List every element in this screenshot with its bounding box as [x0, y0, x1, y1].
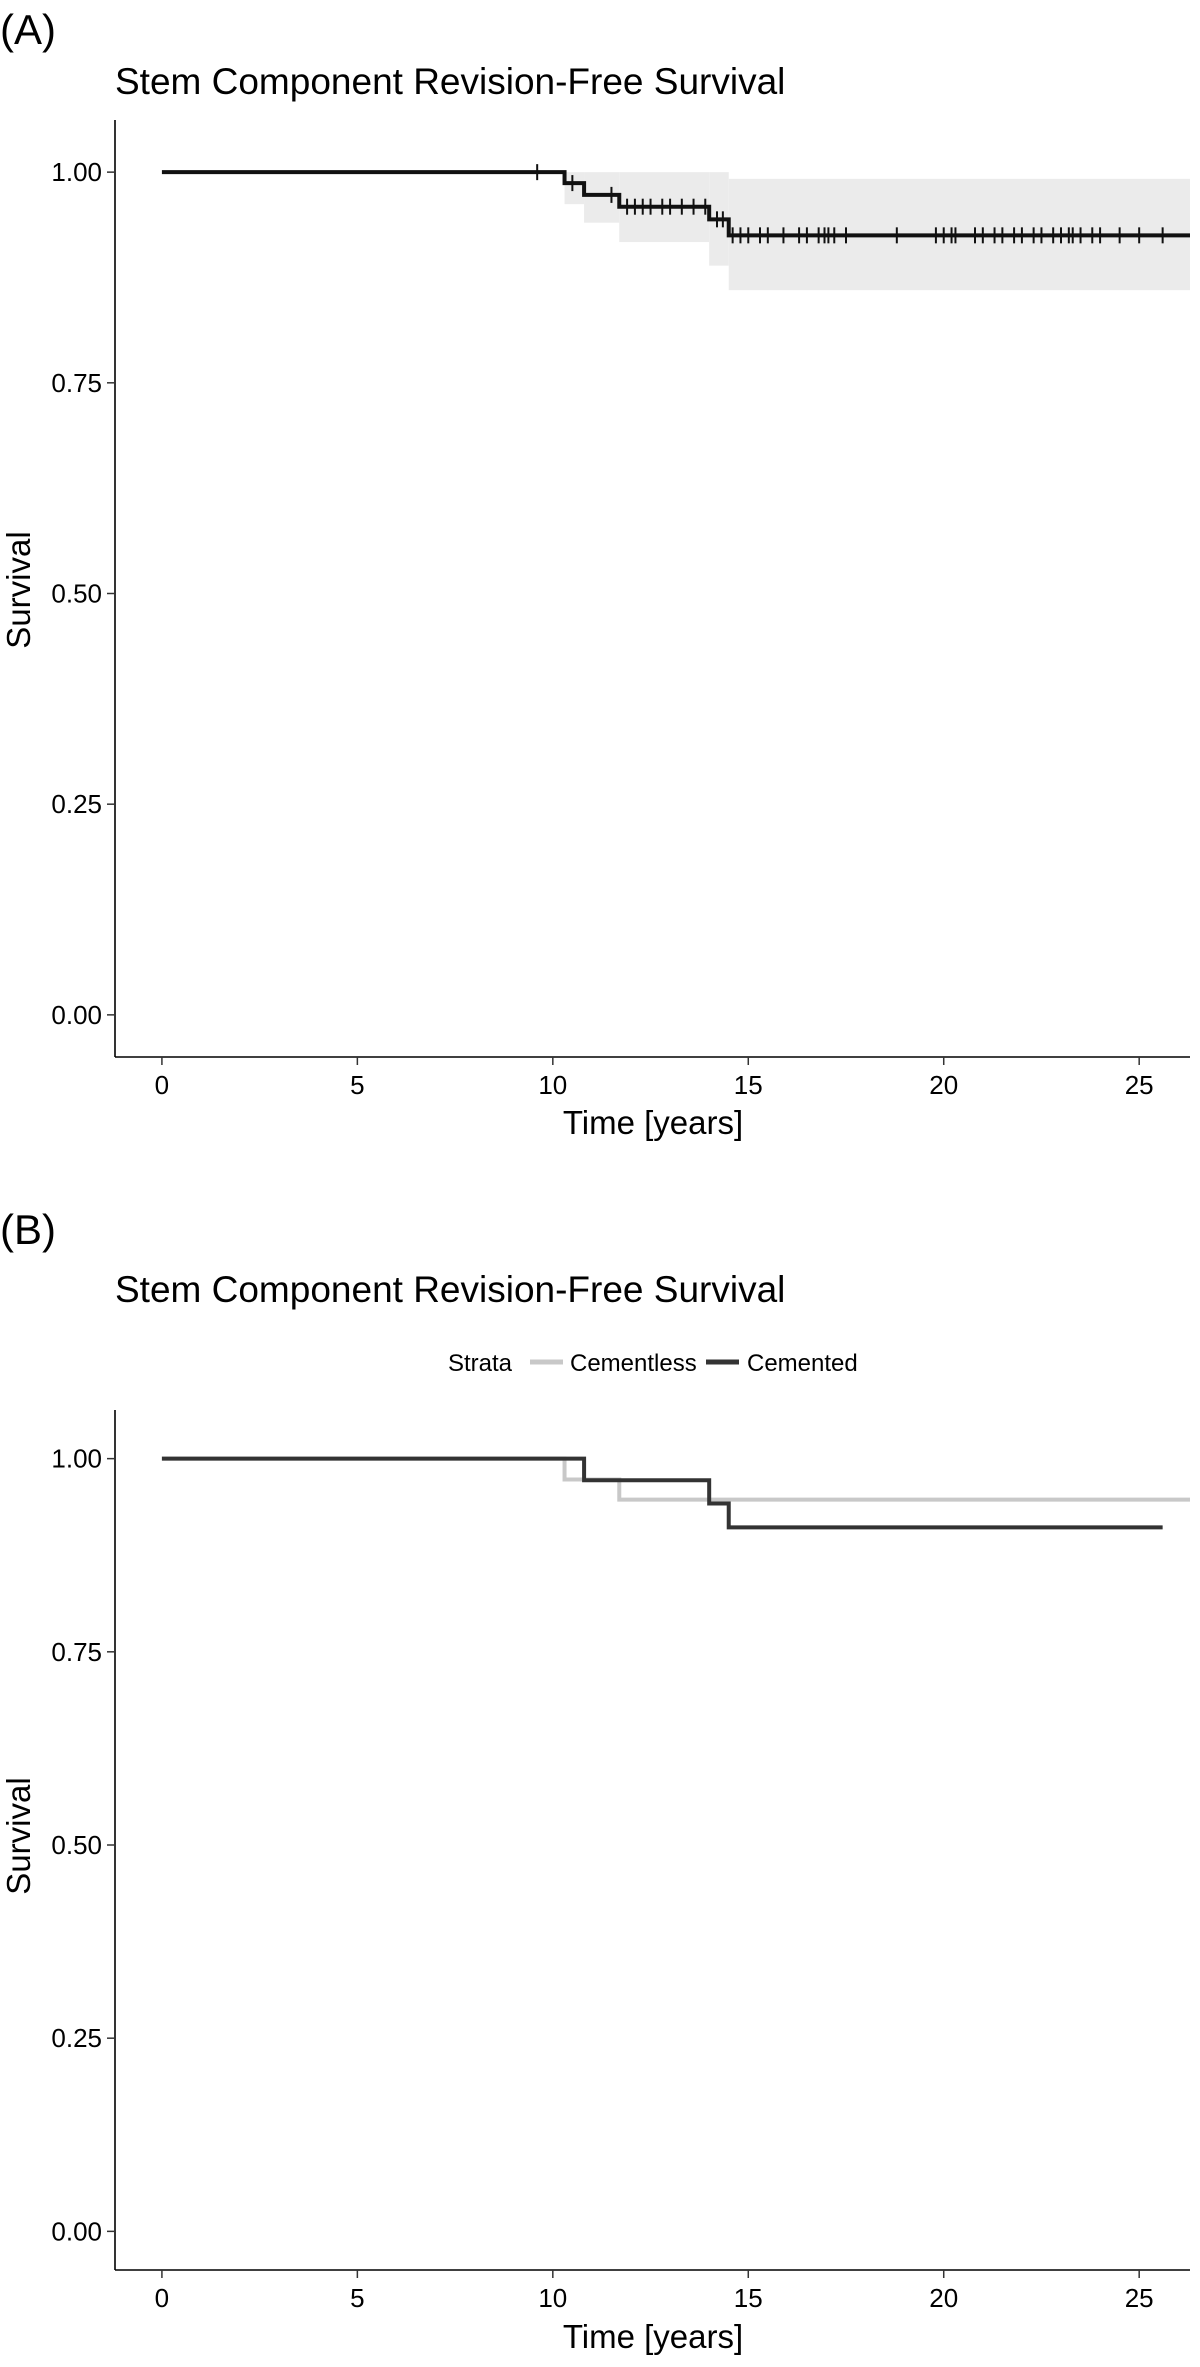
x-tick-label: 20 [929, 2283, 958, 2313]
panel-b-label: (B) [0, 1206, 56, 1253]
y-tick-label: 0.00 [51, 2216, 102, 2246]
x-tick-label: 20 [929, 1070, 958, 1100]
y-tick-label: 1.00 [51, 157, 102, 187]
survival-line-cemented [161, 1456, 1163, 1530]
x-tick-label: 0 [155, 2283, 169, 2313]
x-tick-label: 5 [350, 2283, 364, 2313]
ci-band-segment [564, 172, 585, 205]
x-tick-label: 10 [538, 2283, 567, 2313]
legend-title: Strata [448, 1350, 513, 1377]
survival-line [161, 170, 1190, 238]
y-tick-label: 1.00 [51, 1444, 102, 1474]
panel-a-label: (A) [0, 6, 56, 53]
y-tick-label: 0.25 [51, 2023, 102, 2053]
x-tick-label: 15 [734, 2283, 763, 2313]
panel-b-y-axis-title: Survival [0, 1777, 37, 1894]
panel-a: (A) Stem Component Revision-Free Surviva… [0, 6, 1190, 1141]
legend-label-cemented: Cemented [747, 1350, 858, 1377]
panel-b-title: Stem Component Revision-Free Survival [115, 1269, 785, 1310]
y-tick-label: 0.75 [51, 1637, 102, 1667]
panel-a-y-axis-title: Survival [0, 531, 37, 648]
y-tick-label: 0.75 [51, 368, 102, 398]
x-tick-label: 5 [350, 1070, 364, 1100]
panel-a-plot-area: 0.00 0.25 0.50 0.75 1.00 0 5 10 15 20 25 [51, 120, 1190, 1100]
x-tick-label: 10 [538, 1070, 567, 1100]
panel-b-x-axis-title: Time [years] [563, 2318, 743, 2355]
panel-b-plot-area: 0.00 0.25 0.50 0.75 1.00 0 5 10 15 20 25 [51, 1410, 1190, 2313]
y-tick-label: 0.50 [51, 579, 102, 609]
legend-label-cementless: Cementless [570, 1350, 697, 1377]
x-tick-label: 0 [155, 1070, 169, 1100]
ci-band-segment [584, 172, 620, 223]
y-tick-label: 0.50 [51, 1830, 102, 1860]
y-tick-label: 0.25 [51, 789, 102, 819]
x-tick-label: 15 [734, 1070, 763, 1100]
panel-b: (B) Stem Component Revision-Free Surviva… [0, 1206, 1190, 2355]
panel-a-title: Stem Component Revision-Free Survival [115, 61, 785, 102]
panel-a-x-axis-title: Time [years] [563, 1104, 743, 1141]
panel-b-legend: Strata Cementless Cemented [448, 1350, 858, 1377]
x-tick-label: 25 [1125, 2283, 1154, 2313]
y-tick-label: 0.00 [51, 1000, 102, 1030]
x-tick-label: 25 [1125, 1070, 1154, 1100]
